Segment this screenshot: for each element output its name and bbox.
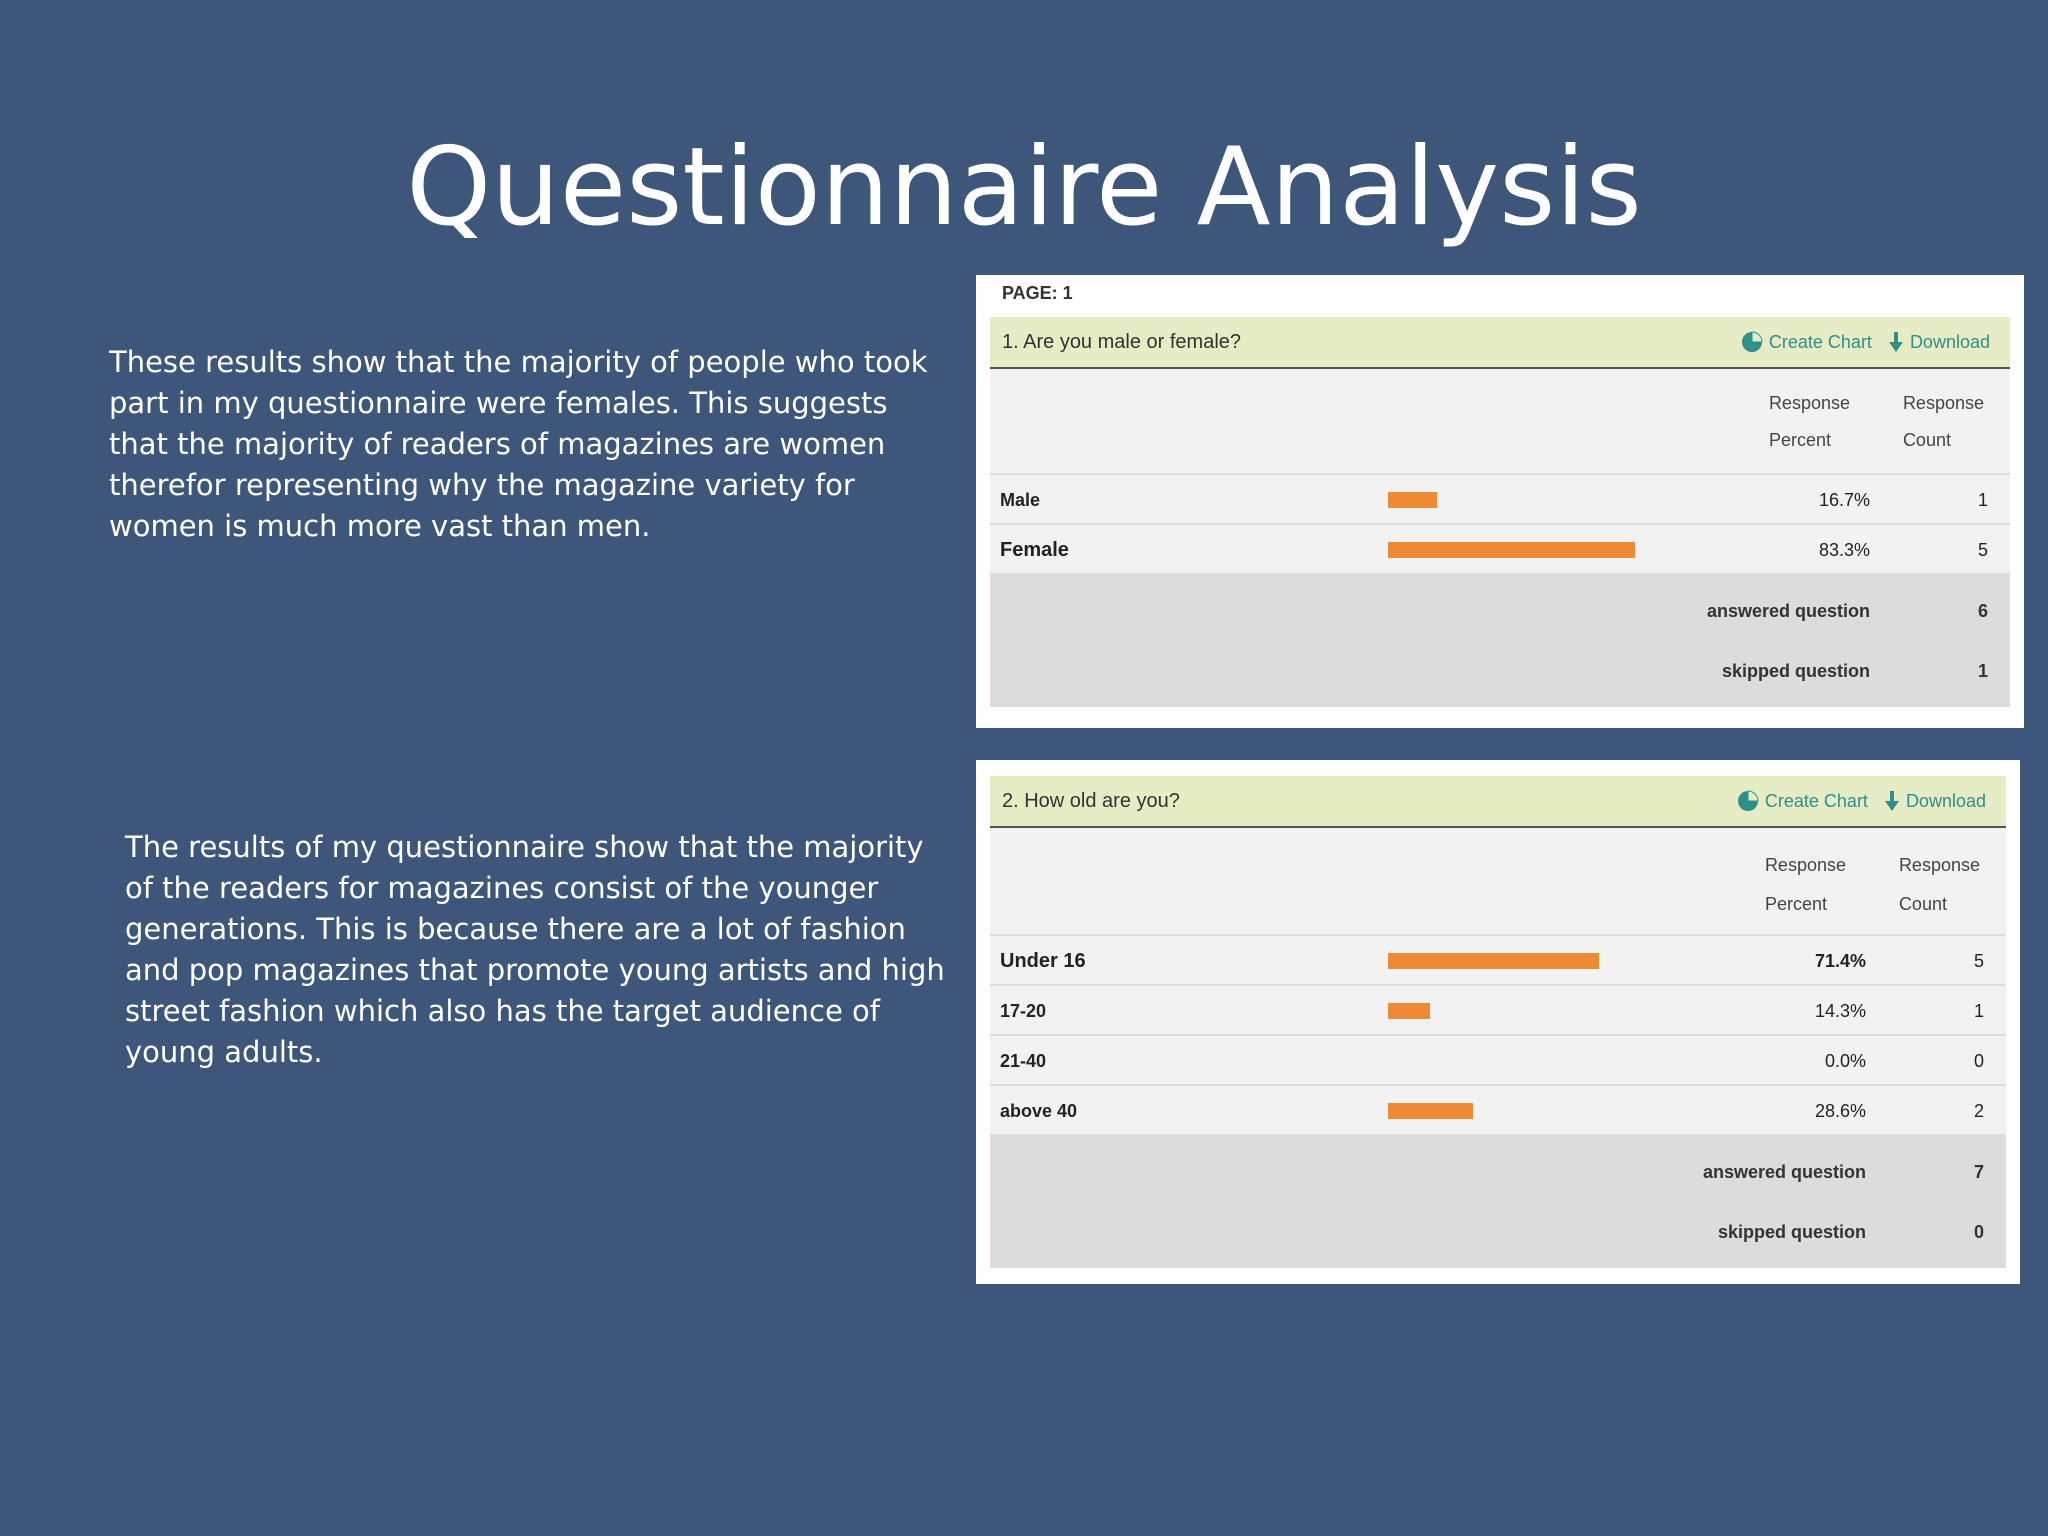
row-label: 21-40 bbox=[1000, 1051, 1047, 1071]
response-bar bbox=[1388, 1003, 1431, 1019]
row-label: above 40 bbox=[1000, 1101, 1078, 1121]
create-chart-label: Create Chart bbox=[1768, 331, 1872, 352]
create-chart-button[interactable]: Create Chart bbox=[1741, 331, 1872, 353]
skipped-count: 0 bbox=[1973, 1222, 1984, 1242]
question-title: 2. How old are you? bbox=[1002, 789, 1180, 812]
answered-count: 7 bbox=[1973, 1162, 1984, 1182]
table-row: Female 83.3% 5 bbox=[990, 525, 2010, 575]
response-percent: 83.3% bbox=[1818, 540, 1870, 560]
response-bar bbox=[1388, 1103, 1473, 1119]
response-count: 5 bbox=[1977, 540, 1988, 560]
skipped-label: skipped question bbox=[1721, 661, 1870, 681]
age-survey-panel: 2. How old are you? Create Chart Downloa… bbox=[976, 760, 2020, 1284]
skipped-label: skipped question bbox=[1717, 1222, 1866, 1242]
download-button[interactable]: Download bbox=[1884, 790, 1986, 812]
pie-chart-icon bbox=[1737, 790, 1759, 811]
question-title: 1. Are you male or female? bbox=[1002, 330, 1242, 353]
response-count: 2 bbox=[1973, 1101, 1984, 1121]
response-bar bbox=[1388, 492, 1438, 508]
row-label: Male bbox=[1000, 490, 1041, 510]
row-label: Female bbox=[1000, 539, 1069, 561]
download-arrow-icon bbox=[1884, 791, 1899, 811]
answered-label: answered question bbox=[1702, 1162, 1866, 1182]
slide-title: Questionnaire Analysis bbox=[406, 125, 1642, 250]
table-row: above 40 28.6% 2 bbox=[990, 1086, 2006, 1136]
answered-count: 6 bbox=[1977, 601, 1988, 621]
create-chart-button[interactable]: Create Chart bbox=[1737, 790, 1868, 812]
response-column-headers: Response Percent Response Count bbox=[990, 828, 2006, 936]
response-count-header: Response Count bbox=[1898, 855, 1980, 914]
question-header: 2. How old are you? Create Chart Downloa… bbox=[990, 776, 2006, 828]
summary-section: answered question 6 skipped question 1 bbox=[990, 575, 2010, 707]
response-percent: 14.3% bbox=[1814, 1001, 1866, 1021]
question-header: 1. Are you male or female? Create Chart … bbox=[990, 317, 2010, 369]
response-bar bbox=[1388, 542, 1635, 558]
gender-survey-panel: PAGE: 1 1. Are you male or female? Creat… bbox=[976, 275, 2024, 728]
table-row: Male 16.7% 1 bbox=[990, 475, 2010, 525]
page-label: PAGE: 1 bbox=[1002, 283, 1073, 303]
download-arrow-icon bbox=[1888, 332, 1903, 352]
response-percent: 28.6% bbox=[1814, 1101, 1866, 1121]
table-row: 21-40 0.0% 0 bbox=[990, 1036, 2006, 1086]
response-count: 5 bbox=[1973, 951, 1984, 971]
table-row: Under 16 71.4% 5 bbox=[990, 936, 2006, 986]
response-count: 1 bbox=[1977, 490, 1988, 510]
gender-analysis-text: These results show that the majority of … bbox=[109, 345, 928, 543]
response-count: 0 bbox=[1973, 1051, 1984, 1071]
response-percent-header: Response Percent bbox=[1764, 855, 1846, 914]
download-label: Download bbox=[1909, 331, 1990, 352]
response-percent: 71.4% bbox=[1814, 951, 1866, 971]
response-percent: 16.7% bbox=[1818, 490, 1870, 510]
response-column-headers: Response Percent Response Count bbox=[990, 369, 2010, 475]
response-count: 1 bbox=[1973, 1001, 1984, 1021]
pie-chart-icon bbox=[1741, 331, 1763, 352]
response-percent-header: Response Percent bbox=[1768, 393, 1850, 450]
download-button[interactable]: Download bbox=[1888, 331, 1990, 353]
create-chart-label: Create Chart bbox=[1764, 790, 1868, 811]
response-bar bbox=[1388, 953, 1600, 969]
response-count-header: Response Count bbox=[1902, 393, 1984, 450]
summary-section: answered question 7 skipped question 0 bbox=[990, 1136, 2006, 1268]
age-analysis-text: The results of my questionnaire show tha… bbox=[125, 830, 945, 1069]
table-row: 17-20 14.3% 1 bbox=[990, 986, 2006, 1036]
answered-label: answered question bbox=[1706, 601, 1870, 621]
row-label: 17-20 bbox=[1000, 1001, 1047, 1021]
row-label: Under 16 bbox=[1000, 950, 1086, 972]
response-percent: 0.0% bbox=[1824, 1051, 1866, 1071]
skipped-count: 1 bbox=[1977, 661, 1988, 681]
download-label: Download bbox=[1905, 790, 1986, 811]
